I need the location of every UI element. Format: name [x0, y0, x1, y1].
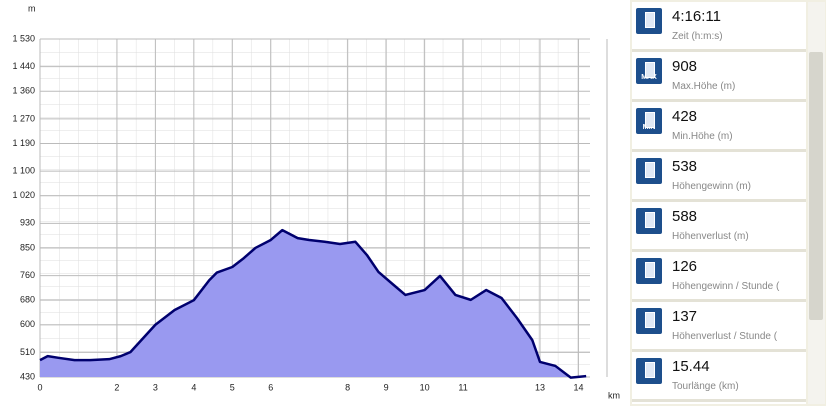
stat-label: Höhengewinn / Stunde ( — [672, 281, 780, 292]
stat-label: Zeit (h:m:s) — [672, 31, 723, 42]
stat-icon — [636, 258, 662, 284]
stat-icon — [636, 158, 662, 184]
stat-label: Max.Höhe (m) — [672, 81, 736, 92]
stat-value: 126 — [672, 258, 698, 275]
y-tick-label: 1 020 — [12, 190, 35, 200]
stats-panel: 4:16:11 Zeit (h:m:s) MAX 908 Max.Höhe (m) MIN… — [632, 2, 806, 404]
y-tick-label: 1 270 — [12, 113, 35, 123]
x-tick-label: 10 — [420, 382, 430, 392]
y-tick-label: 930 — [20, 218, 35, 228]
stat-icon: MAX — [636, 58, 662, 84]
x-tick-label: 8 — [345, 382, 350, 392]
stat-value: 588 — [672, 208, 698, 225]
y-tick-label: 510 — [20, 347, 35, 357]
x-tick-label: 4 — [191, 382, 196, 392]
stat-item: MAX 908 Max.Höhe (m) — [632, 52, 806, 102]
stat-label: Tourlänge (km) — [672, 381, 739, 392]
y-tick-label: 850 — [20, 242, 35, 252]
stat-value: 428 — [672, 108, 698, 125]
scroll-thumb[interactable] — [809, 52, 823, 320]
stat-value: 4:16:11 — [672, 8, 721, 25]
x-tick-label: 0 — [37, 382, 42, 392]
stat-icon — [636, 8, 662, 34]
y-tick-label: 430 — [20, 371, 35, 381]
stat-icon — [636, 358, 662, 384]
stat-item: 588 Höhenverlust (m) — [632, 202, 806, 252]
y-tick-label: 1 440 — [12, 61, 35, 71]
y-tick-label: 1 100 — [12, 166, 35, 176]
stat-label: Min.Höhe (m) — [672, 131, 733, 142]
scrollbar[interactable] — [808, 2, 825, 404]
stat-label: Höhenverlust / Stunde ( — [672, 331, 778, 342]
stat-item: 538 Höhengewinn (m) — [632, 152, 806, 202]
x-tick-label: 6 — [268, 382, 273, 392]
y-unit: m — [28, 3, 36, 13]
x-tick-label: 9 — [384, 382, 389, 392]
x-unit: km — [608, 390, 620, 400]
x-tick-label: 11 — [458, 382, 467, 392]
stat-item: 4:16:11 Zeit (h:m:s) — [632, 2, 806, 52]
x-tick-label: 13 — [535, 382, 545, 392]
y-tick-label: 1 360 — [12, 86, 35, 96]
stat-item: 15.44 Tourlänge (km) — [632, 352, 806, 402]
stat-value: 538 — [672, 158, 698, 175]
stat-icon — [636, 208, 662, 234]
x-tick-label: 3 — [153, 382, 158, 392]
stat-item: 137 Höhenverlust / Stunde ( — [632, 302, 806, 352]
stat-value: 15.44 — [672, 358, 710, 375]
y-tick-label: 760 — [20, 270, 35, 280]
stat-value: 137 — [672, 308, 698, 325]
stat-label: Höhenverlust (m) — [672, 231, 749, 242]
x-tick-label: 2 — [114, 382, 119, 392]
stat-label: Höhengewinn (m) — [672, 181, 751, 192]
profile-line — [39, 228, 587, 379]
x-tick-label: 5 — [230, 382, 235, 392]
y-tick-label: 1 190 — [12, 138, 35, 148]
stat-icon — [636, 308, 662, 334]
x-tick-label: 14 — [573, 382, 583, 392]
y-tick-label: 600 — [20, 319, 35, 329]
stat-icon: MIN — [636, 108, 662, 134]
stat-value: 908 — [672, 58, 698, 75]
y-tick-label: 680 — [20, 295, 35, 305]
y-tick-label: 1 530 — [12, 33, 35, 43]
stat-item: MIN 428 Min.Höhe (m) — [632, 102, 806, 152]
stat-item: 126 Höhengewinn / Stunde ( — [632, 252, 806, 302]
area — [40, 230, 587, 378]
